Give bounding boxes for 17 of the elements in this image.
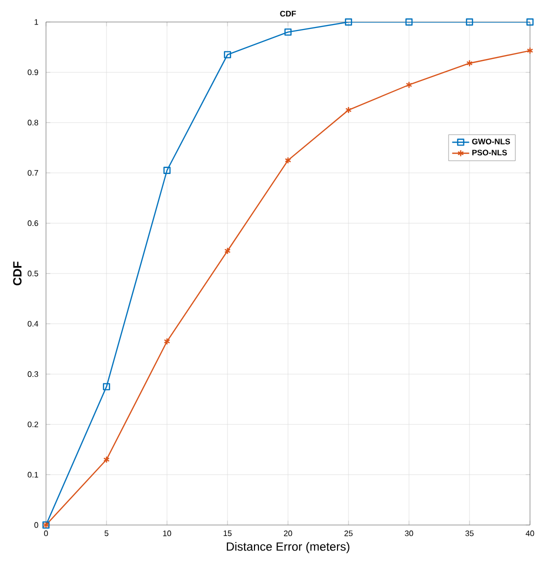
point xyxy=(102,383,110,390)
y-axis-title: CDF xyxy=(13,262,22,286)
point xyxy=(224,51,232,58)
point xyxy=(103,456,110,464)
point xyxy=(164,338,170,345)
point xyxy=(345,106,352,114)
x-axis-title: Distance Error (meters) xyxy=(226,542,350,554)
point xyxy=(466,60,473,67)
point xyxy=(406,81,412,88)
point xyxy=(163,166,171,174)
point xyxy=(284,156,292,164)
point xyxy=(466,18,474,26)
point xyxy=(526,18,534,26)
point xyxy=(405,18,413,26)
point xyxy=(284,28,292,36)
point xyxy=(224,247,231,254)
point xyxy=(344,18,352,26)
